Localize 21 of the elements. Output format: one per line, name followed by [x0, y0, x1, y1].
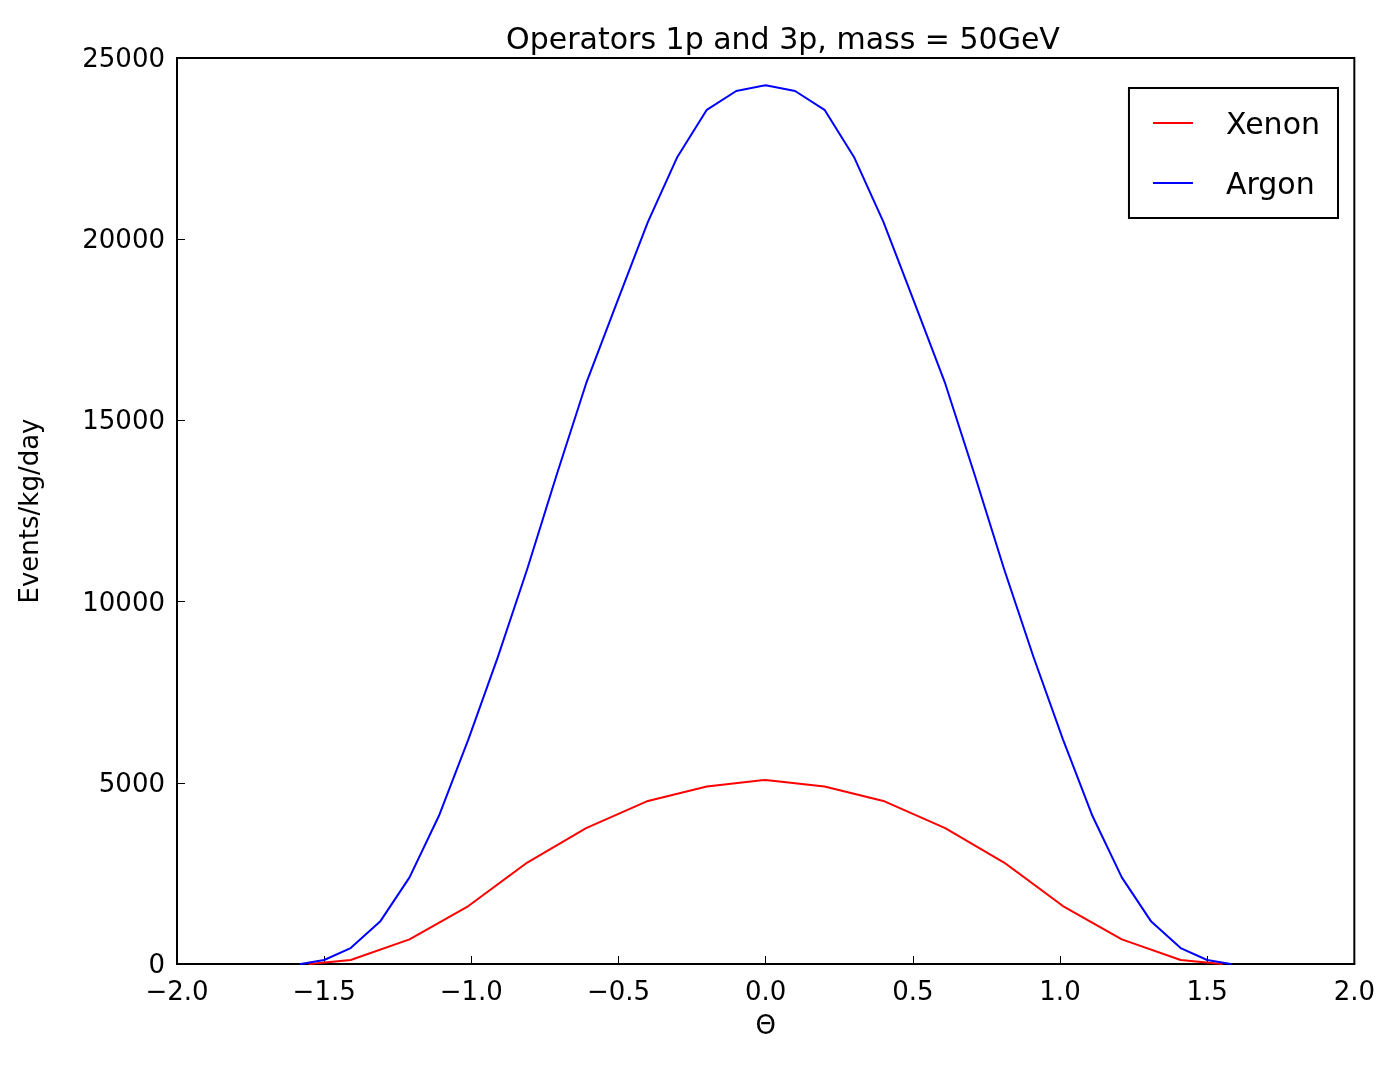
legend-label: Argon — [1225, 165, 1315, 201]
x-tick-label: −0.5 — [586, 976, 651, 1006]
y-tick-label: 20000 — [82, 224, 165, 255]
x-tick-label: −1.0 — [439, 976, 503, 1006]
x-tick-label: −2.0 — [145, 976, 209, 1006]
x-tick-label: −1.5 — [292, 976, 356, 1006]
y-tick-label: 10000 — [82, 586, 165, 617]
y-tick-label: 5000 — [98, 767, 165, 798]
y-axis-title: Events/kg/day — [14, 418, 44, 604]
y-tick-label: 0 — [148, 949, 165, 979]
x-tick-label: 0.5 — [892, 976, 934, 1006]
x-axis-title: Θ — [755, 1010, 776, 1040]
legend-label: Xenon — [1225, 105, 1320, 141]
chart-title: Operators 1p and 3p, mass = 50GeV — [506, 20, 1061, 56]
y-tick-label: 15000 — [82, 405, 165, 436]
x-tick-label: 2.0 — [1333, 976, 1376, 1006]
y-tick-label: 25000 — [82, 43, 165, 73]
x-tick-label: 1.5 — [1186, 976, 1228, 1006]
x-tick-label: 1.0 — [1039, 976, 1081, 1006]
x-tick-label: 0.0 — [744, 976, 787, 1006]
line-series — [308, 778, 1223, 965]
